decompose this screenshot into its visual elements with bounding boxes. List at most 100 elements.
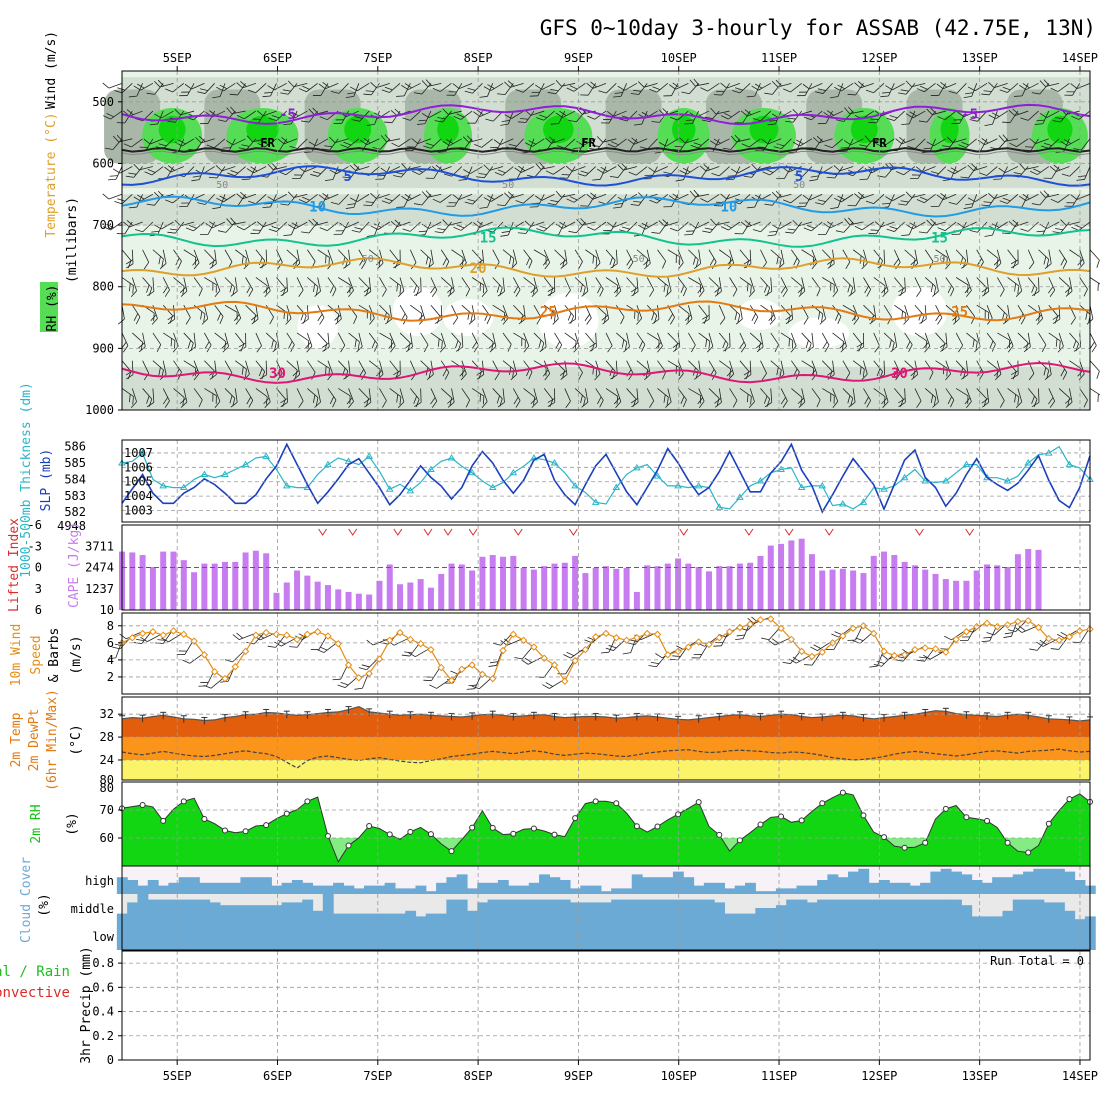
wind-barb-flag xyxy=(318,83,326,90)
cloud-high-bar xyxy=(394,888,406,894)
wind-barb-staff xyxy=(273,166,287,171)
cloud-high-bar xyxy=(466,888,478,894)
cloud-low-bar xyxy=(199,922,211,950)
wind-barb-flag xyxy=(130,401,137,408)
wind-barb-flag xyxy=(256,110,264,117)
cloud-middle-bar xyxy=(1023,899,1034,922)
cloud-high-bar xyxy=(992,877,1004,894)
wind-barb-staff xyxy=(186,83,195,96)
wind-barb xyxy=(133,163,153,171)
wind-barb-flag xyxy=(138,342,145,349)
rh2m-point xyxy=(819,800,826,807)
cloud-middle-bar xyxy=(230,905,242,922)
wind-barb xyxy=(246,166,267,174)
cloud-high-bar xyxy=(374,885,386,894)
cloud-high-bar xyxy=(745,882,756,894)
wind-barb-flag xyxy=(274,342,277,351)
cloud-middle-bar xyxy=(466,910,478,922)
wind-barb xyxy=(184,82,205,90)
cape-bar xyxy=(438,573,445,610)
wind-barb xyxy=(162,332,176,349)
wind-barb-flag xyxy=(314,290,321,297)
wind-barb-staff xyxy=(327,332,330,347)
cloud-high-bar xyxy=(219,882,231,894)
wind-barb xyxy=(235,249,247,267)
wind-barb-staff xyxy=(265,332,277,343)
wind-barb-staff xyxy=(237,83,246,96)
cloud-middle-bar xyxy=(1064,910,1076,922)
cloud-high-bar xyxy=(178,877,190,894)
wind-barb-flag xyxy=(245,369,247,378)
cloud-high-bar xyxy=(137,885,149,894)
wind-barb-staff xyxy=(297,138,308,149)
wind-barb-staff xyxy=(175,110,185,123)
cape-bar xyxy=(242,552,249,610)
wind-barb-staff xyxy=(296,332,309,342)
wind-barb-flag xyxy=(348,401,354,408)
wind-barb-staff xyxy=(1089,360,1100,372)
cloud-middle-bar xyxy=(322,894,334,922)
wind-barb-staff xyxy=(294,221,308,230)
cloud-low-bar xyxy=(271,922,283,950)
wind-barb xyxy=(301,110,318,123)
cloud-high-bar xyxy=(312,885,324,894)
wind-barb-staff xyxy=(317,332,328,344)
cloud-middle-bar xyxy=(600,902,612,922)
wind-barb-flag xyxy=(117,87,126,91)
cloud-middle-bar xyxy=(590,902,602,922)
wind-barb xyxy=(130,388,138,408)
cloud-middle-bar xyxy=(724,913,736,922)
wind-barb-flag xyxy=(247,200,256,205)
wind-barb-staff xyxy=(255,193,267,204)
cape-bar xyxy=(623,567,630,610)
rh2m-point xyxy=(510,830,517,837)
wind-barb-flag xyxy=(192,175,201,178)
wind-barb-staff xyxy=(183,360,196,369)
cloud-high-bar xyxy=(1012,874,1024,894)
wind-barb-staff xyxy=(245,277,254,290)
wind-barb xyxy=(144,166,164,176)
wind-barb-flag xyxy=(200,123,209,125)
wind-barb-flag xyxy=(158,143,167,147)
wind-barb-flag xyxy=(140,342,144,351)
wind-barb-flag xyxy=(201,318,209,325)
wind-barb-staff xyxy=(296,277,304,291)
cape-bar xyxy=(386,564,393,610)
wind-barb xyxy=(318,192,339,201)
wind-barb xyxy=(165,193,185,204)
cloud-middle-bar xyxy=(436,913,447,922)
wind-barb-staff xyxy=(183,305,191,318)
cape-bar xyxy=(129,552,136,610)
wind-barb-staff xyxy=(163,138,174,149)
wind-barb-staff xyxy=(348,332,360,343)
wind-barb-staff xyxy=(142,249,150,263)
cloud-middle-bar xyxy=(250,905,262,922)
wind-barb-staff xyxy=(287,83,298,95)
wind-barb-flag xyxy=(117,198,126,202)
cape-bar xyxy=(530,569,537,610)
cloud-high-bar xyxy=(425,891,437,894)
wind-barb-staff xyxy=(276,360,283,374)
cape-bar xyxy=(376,580,383,610)
wind-barb-staff xyxy=(140,82,154,91)
cloud-high-bar xyxy=(642,877,653,894)
wind-barb-staff xyxy=(348,304,358,317)
wind-barb-flag xyxy=(128,206,137,209)
cloud-middle-bar xyxy=(1033,899,1045,922)
cloud-high-bar xyxy=(868,882,880,894)
cape-bar xyxy=(819,570,826,610)
wind-barb xyxy=(188,332,196,352)
cape-bar xyxy=(500,556,507,610)
wind-barb xyxy=(217,221,236,233)
cape-bar xyxy=(561,562,568,610)
cloud-middle-bar xyxy=(528,899,540,922)
wind-barb-flag xyxy=(151,230,160,233)
rh2m-point xyxy=(716,831,723,838)
cloud-middle-bar xyxy=(219,905,231,922)
wind-barb-staff xyxy=(201,138,215,144)
cloud-low-bar xyxy=(240,922,252,950)
cloud-high-bar xyxy=(291,880,303,894)
wind-barb xyxy=(334,305,342,325)
wind-barb-staff xyxy=(129,110,143,117)
cloud-high-bar xyxy=(621,888,633,894)
